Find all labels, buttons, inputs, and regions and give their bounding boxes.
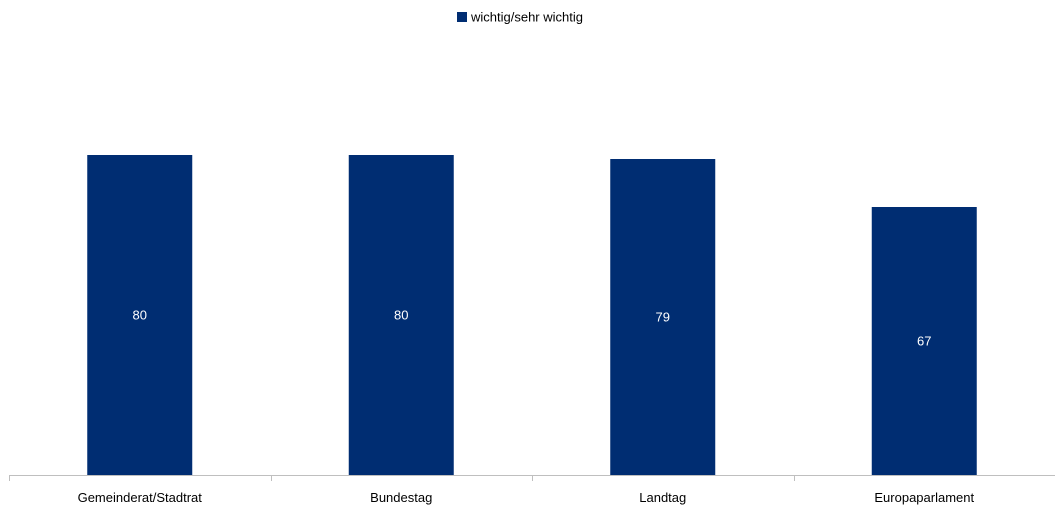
bar	[348, 155, 454, 475]
data-label: 80	[133, 308, 147, 323]
legend-label: wichtig/sehr wichtig	[470, 10, 583, 25]
legend: wichtig/sehr wichtig	[457, 10, 583, 25]
x-tick-label: Europaparlament	[874, 490, 974, 505]
data-label: 80	[394, 308, 408, 323]
bar	[87, 155, 193, 475]
x-tick-label: Landtag	[639, 490, 686, 505]
bar	[610, 159, 716, 475]
bar	[871, 207, 977, 475]
x-axis: Gemeinderat/Stadtrat Bundestag Landtag Euro…	[9, 475, 1055, 505]
x-tick-label: Bundestag	[370, 490, 432, 505]
data-label: 79	[656, 310, 670, 325]
bars-group: 80 80 79 67	[87, 155, 977, 475]
data-label: 67	[917, 334, 931, 349]
legend-swatch	[457, 12, 467, 22]
x-tick-label: Gemeinderat/Stadtrat	[78, 490, 203, 505]
